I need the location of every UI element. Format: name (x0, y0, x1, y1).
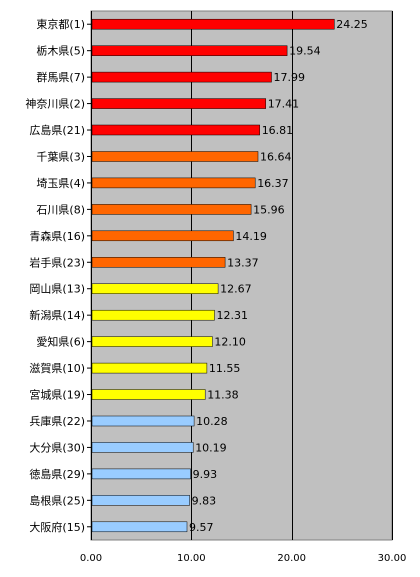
bar (91, 495, 190, 506)
category-label: 栃木県(5) (36, 44, 85, 58)
value-label: 16.37 (257, 177, 289, 190)
bars (91, 18, 335, 533)
category-labels: 東京都(1) 栃木県(5) 群馬県(7) 神奈川県(2) 広島県(21) 千葉県(3) 埼玉… (25, 17, 91, 534)
category-label: 東京都(1) (36, 17, 85, 31)
value-label: 19.54 (289, 45, 321, 58)
bar (91, 98, 266, 109)
value-label: 16.81 (262, 124, 294, 137)
value-label: 9.93 (193, 468, 218, 481)
bar (91, 442, 194, 453)
value-label: 24.25 (336, 18, 368, 31)
category-label: 宮城県(19) (29, 388, 85, 402)
category-label: 青森県(16) (29, 229, 85, 243)
category-label: 愛知県(6) (36, 335, 85, 349)
plot-area (90, 10, 393, 541)
category-label: 島根県(25) (29, 493, 85, 507)
value-label: 17.41 (268, 98, 300, 111)
bar (91, 415, 195, 427)
bar (91, 151, 259, 162)
value-label: 13.37 (227, 256, 259, 269)
value-label: 9.57 (189, 521, 214, 534)
value-label: 15.96 (253, 203, 285, 216)
x-tick-labels: 0.00 10.00 20.00 30.00 (80, 553, 406, 564)
bar (91, 45, 288, 56)
category-label: 大阪府(15) (29, 520, 85, 534)
value-label: 11.38 (207, 389, 239, 402)
x-tick-label: 20.00 (277, 553, 306, 564)
category-label: 大分県(30) (29, 440, 85, 454)
value-label: 16.64 (260, 150, 292, 163)
bar (91, 18, 335, 30)
x-tick-label: 10.00 (177, 553, 206, 564)
bar (91, 362, 208, 374)
bar (91, 204, 252, 215)
category-label: 岩手県(23) (29, 255, 85, 269)
category-label: 岡山県(13) (29, 283, 85, 296)
value-label: 10.28 (196, 415, 228, 428)
category-label: 広島県(21) (29, 123, 85, 137)
bar (91, 309, 215, 321)
category-label: 兵庫県(22) (29, 414, 85, 428)
x-tick-label: 0.00 (80, 553, 102, 564)
value-label: 14.19 (235, 230, 267, 243)
value-labels: 24.25 19.54 17.99 17.41 16.81 16.64 16.37 15.96… (189, 18, 368, 534)
value-label: 12.31 (217, 309, 249, 322)
bar (91, 230, 234, 242)
category-label: 徳島県(29) (29, 467, 85, 481)
bar (91, 336, 213, 347)
category-label: 埼玉県(4) (36, 176, 85, 190)
value-label: 10.19 (195, 441, 227, 454)
bar (91, 468, 191, 480)
category-label: 新潟県(14) (29, 308, 85, 322)
bar (91, 521, 188, 533)
bar (91, 177, 256, 189)
bar (91, 389, 206, 400)
bar (91, 257, 226, 268)
value-label: 11.55 (209, 362, 241, 375)
x-tick-label: 30.00 (378, 553, 407, 564)
value-label: 12.10 (214, 336, 246, 349)
category-label: 神奈川県(2) (25, 97, 85, 111)
category-label: 千葉県(3) (36, 149, 85, 163)
bar (91, 71, 272, 83)
value-label: 9.83 (192, 494, 217, 507)
bar (91, 124, 260, 136)
value-label: 17.99 (274, 71, 306, 84)
category-label: 滋賀県(10) (29, 362, 85, 375)
category-label: 石川県(8) (36, 203, 85, 216)
category-label: 群馬県(7) (36, 70, 85, 84)
bar (91, 283, 219, 294)
value-label: 12.67 (220, 283, 252, 296)
